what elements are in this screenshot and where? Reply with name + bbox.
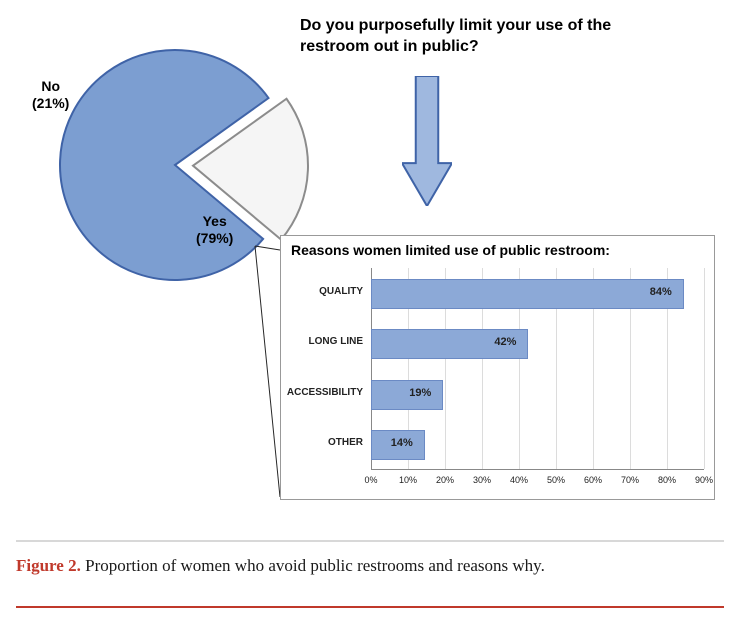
- pie-slice-label-yes: Yes(79%): [196, 213, 233, 247]
- x-tick-label: 90%: [695, 475, 713, 485]
- bar-value-label: 19%: [409, 387, 431, 399]
- x-tick-label: 20%: [436, 475, 454, 485]
- bar-rect: [371, 380, 443, 410]
- x-tick-label: 30%: [473, 475, 491, 485]
- figure-caption-text: Proportion of women who avoid public res…: [85, 556, 545, 575]
- gridline: [704, 268, 705, 469]
- pie-slice-label-no: No(21%): [32, 78, 69, 112]
- bar-value-label: 42%: [494, 336, 516, 348]
- x-tick-label: 0%: [364, 475, 377, 485]
- caption-rule-bottom: [16, 606, 724, 608]
- x-tick-label: 40%: [510, 475, 528, 485]
- figure-canvas: Do you purposefully limit your use of th…: [0, 0, 740, 643]
- bar-category-label: LONG LINE: [281, 336, 363, 347]
- x-tick-label: 70%: [621, 475, 639, 485]
- figure-caption: Figure 2. Proportion of women who avoid …: [16, 554, 724, 578]
- bar-rect: [371, 279, 684, 309]
- bar-category-label: OTHER: [281, 437, 363, 448]
- x-axis: [371, 469, 704, 470]
- bar-value-label: 14%: [391, 437, 413, 449]
- bar-value-label: 84%: [650, 286, 672, 298]
- bar-chart-title: Reasons women limited use of public rest…: [281, 236, 714, 260]
- figure-number: Figure 2.: [16, 556, 85, 575]
- caption-rule-top: [16, 540, 724, 542]
- bar-category-label: QUALITY: [281, 286, 363, 297]
- x-tick-label: 80%: [658, 475, 676, 485]
- bar-chart-plot: 0% 10% 20% 30% 40% 50% 60% 70% 80% 90% QUALITY 84% L…: [281, 260, 714, 497]
- bar-category-label: ACCESSIBILITY: [281, 387, 363, 398]
- x-tick-label: 50%: [547, 475, 565, 485]
- bar-chart: Reasons women limited use of public rest…: [280, 235, 715, 500]
- down-arrow-icon: [402, 76, 452, 206]
- x-tick-label: 60%: [584, 475, 602, 485]
- x-tick-label: 10%: [399, 475, 417, 485]
